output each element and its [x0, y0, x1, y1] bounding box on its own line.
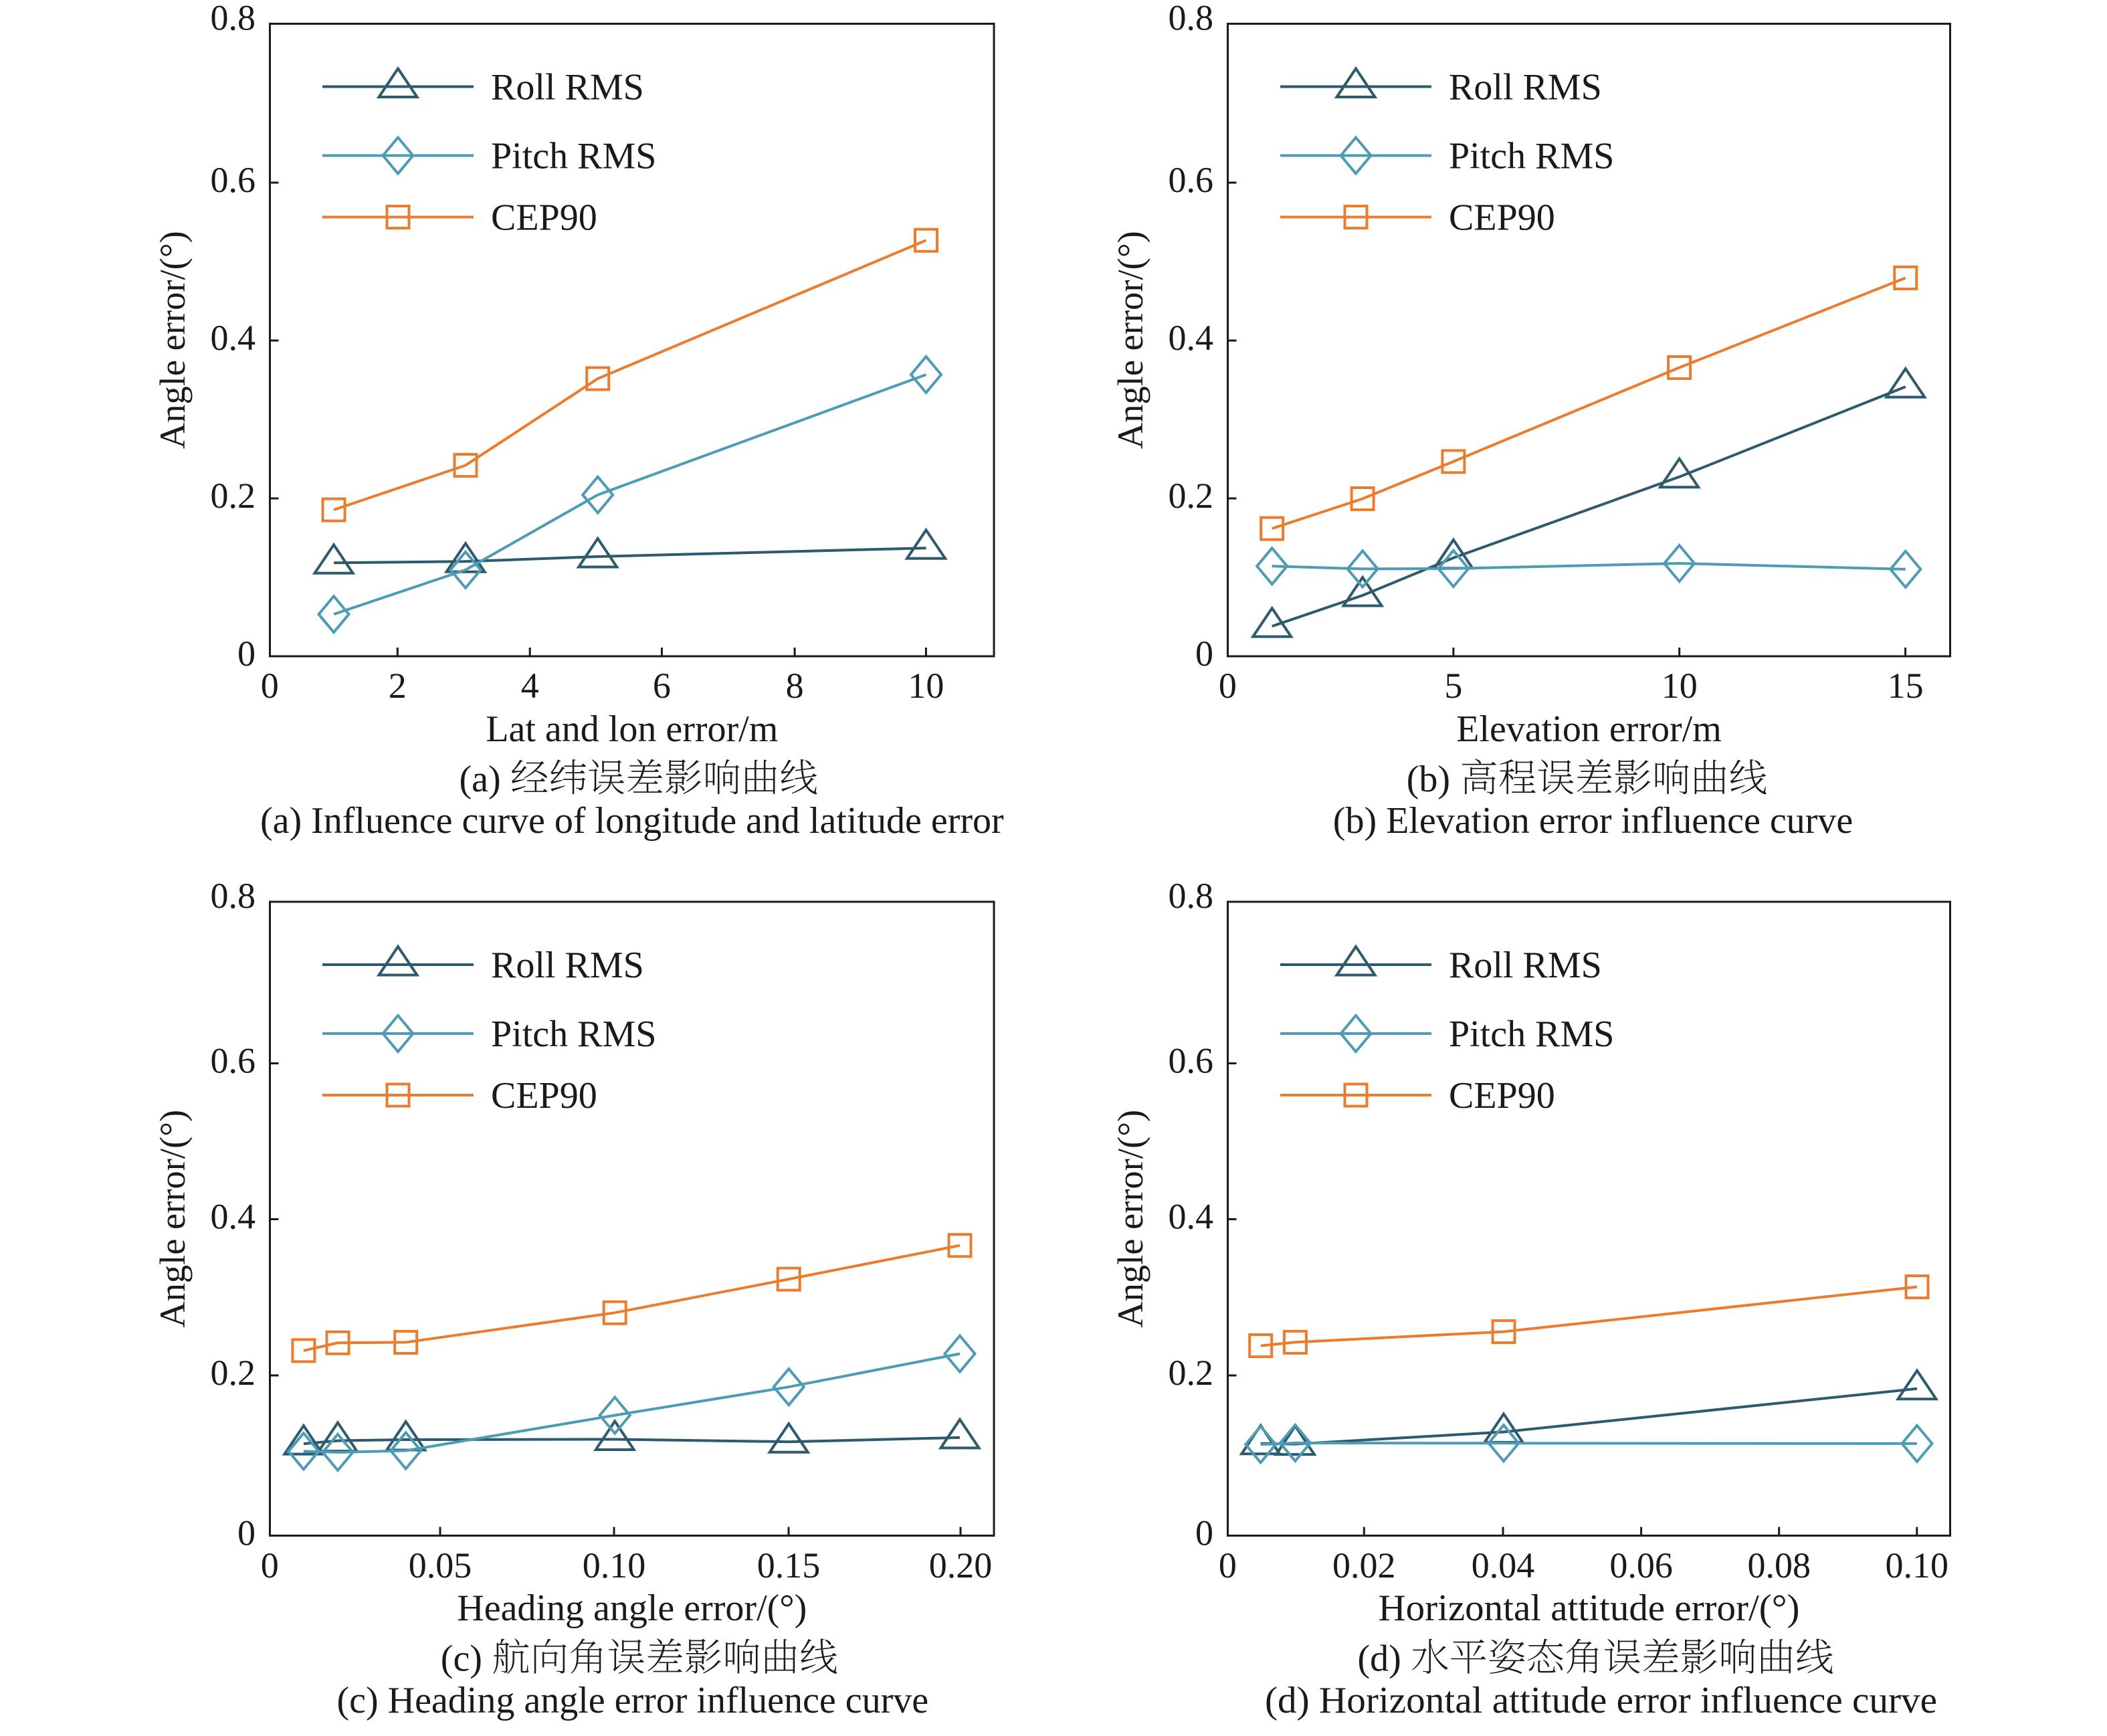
- svg-text:CEP90: CEP90: [1449, 1075, 1555, 1117]
- svg-text:15: 15: [1888, 666, 1924, 706]
- svg-text:0: 0: [1219, 666, 1237, 706]
- svg-text:Angle error/(°): Angle error/(°): [152, 231, 193, 449]
- svg-text:6: 6: [653, 666, 671, 706]
- svg-text:(c): (c): [441, 1638, 482, 1680]
- svg-text:CEP90: CEP90: [491, 197, 597, 239]
- svg-text:0.8: 0.8: [1169, 0, 1214, 38]
- svg-text:(c) Heading angle error influe: (c) Heading angle error influence curve: [336, 1680, 928, 1721]
- svg-text:(a) Influence curve of longitu: (a) Influence curve of longitude and lat…: [260, 800, 1004, 842]
- svg-text:0: 0: [1195, 634, 1213, 674]
- svg-text:0: 0: [237, 1513, 256, 1553]
- svg-text:(b) Elevation error influence: (b) Elevation error influence curve: [1333, 800, 1853, 842]
- svg-text:Pitch RMS: Pitch RMS: [1449, 136, 1614, 177]
- svg-text:Roll RMS: Roll RMS: [1449, 67, 1602, 108]
- svg-text:0.8: 0.8: [1169, 876, 1214, 916]
- svg-text:0.4: 0.4: [1169, 318, 1214, 358]
- svg-text:(b): (b): [1407, 759, 1450, 800]
- svg-text:0.2: 0.2: [211, 1353, 256, 1393]
- svg-text:2: 2: [389, 666, 407, 706]
- svg-text:Angle error/(°): Angle error/(°): [1110, 1110, 1150, 1328]
- svg-text:CEP90: CEP90: [1449, 197, 1555, 239]
- svg-text:0.4: 0.4: [211, 318, 256, 358]
- svg-text:0.6: 0.6: [1169, 160, 1214, 200]
- svg-text:Pitch RMS: Pitch RMS: [491, 1014, 656, 1055]
- svg-text:0: 0: [237, 634, 256, 674]
- svg-text:0.2: 0.2: [1169, 476, 1214, 516]
- svg-text:5: 5: [1444, 666, 1462, 706]
- svg-text:(d) Horizontal attitude error: (d) Horizontal attitude error influence …: [1265, 1680, 1937, 1721]
- svg-text:0: 0: [261, 1545, 279, 1585]
- svg-text:0.6: 0.6: [211, 1041, 256, 1081]
- svg-text:8: 8: [786, 666, 804, 706]
- svg-text:0: 0: [261, 666, 279, 706]
- svg-text:Roll RMS: Roll RMS: [491, 945, 644, 986]
- svg-text:Pitch RMS: Pitch RMS: [1449, 1014, 1614, 1055]
- svg-text:0.4: 0.4: [1169, 1197, 1214, 1237]
- svg-text:0.8: 0.8: [211, 876, 256, 916]
- svg-text:0.06: 0.06: [1609, 1545, 1673, 1585]
- svg-text:0.15: 0.15: [757, 1545, 821, 1585]
- svg-text:0: 0: [1219, 1545, 1237, 1585]
- svg-text:0: 0: [1195, 1513, 1213, 1553]
- svg-text:Pitch RMS: Pitch RMS: [491, 136, 656, 177]
- svg-text:0.2: 0.2: [211, 476, 256, 516]
- svg-text:Horizontal attitude error/(°): Horizontal attitude error/(°): [1379, 1587, 1800, 1629]
- svg-text:(d): (d): [1358, 1638, 1401, 1680]
- svg-text:Heading angle error/(°): Heading angle error/(°): [457, 1587, 807, 1629]
- svg-text:Lat and lon error/m: Lat and lon error/m: [486, 708, 778, 750]
- svg-text:0.05: 0.05: [409, 1545, 472, 1585]
- svg-text:Roll RMS: Roll RMS: [491, 67, 644, 108]
- svg-text:4: 4: [521, 666, 539, 706]
- svg-text:0.6: 0.6: [1169, 1041, 1214, 1081]
- svg-text:Roll RMS: Roll RMS: [1449, 945, 1602, 986]
- svg-text:0.6: 0.6: [211, 160, 256, 200]
- svg-text:10: 10: [908, 666, 944, 706]
- svg-text:Angle error/(°): Angle error/(°): [1110, 231, 1150, 449]
- svg-text:0.02: 0.02: [1332, 1545, 1396, 1585]
- svg-text:0.10: 0.10: [1886, 1545, 1949, 1585]
- svg-text:0.10: 0.10: [583, 1545, 646, 1585]
- svg-text:0.20: 0.20: [929, 1545, 993, 1585]
- svg-text:0.4: 0.4: [211, 1197, 256, 1237]
- svg-text:CEP90: CEP90: [491, 1075, 597, 1117]
- svg-text:Angle error/(°): Angle error/(°): [152, 1110, 193, 1328]
- svg-text:0.08: 0.08: [1747, 1545, 1811, 1585]
- svg-text:0.2: 0.2: [1169, 1353, 1214, 1393]
- svg-text:10: 10: [1662, 666, 1698, 706]
- svg-text:0.04: 0.04: [1472, 1545, 1535, 1585]
- svg-text:0.8: 0.8: [211, 0, 256, 38]
- svg-text:(a): (a): [460, 759, 501, 800]
- svg-text:Elevation error/m: Elevation error/m: [1456, 708, 1722, 750]
